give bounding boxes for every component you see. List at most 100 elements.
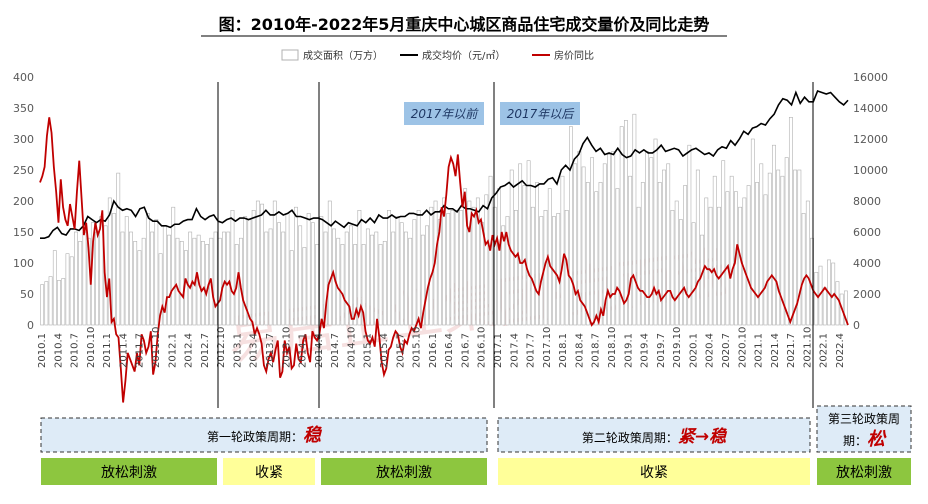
area-bar [454,210,459,326]
area-bar [721,160,726,326]
x-tick-label: 2020.10 [737,327,748,368]
area-bar [767,172,772,326]
area-bar [116,172,121,326]
area-bar [750,138,755,326]
legend: 成交面积（万方） 成交均价（元/㎡） 房价同比 [281,49,594,62]
chart-title: 图：2010年-2022年5月重庆中心城区商品住宅成交量价及同比走势 [219,15,710,34]
x-tick-label: 2012.7 [200,333,211,368]
area-bar [120,231,125,326]
area-bar [497,188,501,326]
area-bar [310,222,315,326]
x-tick-label: 2019.7 [656,333,667,368]
x-axis: 2010.1 2010.4 2010.7 2010.10 2011.1 2011.4 201… [37,327,846,368]
area-bar [179,241,184,326]
cycle1-text: 第一轮政策周期：稳 [207,425,323,446]
area-bar [391,231,396,326]
area-bar [294,206,298,326]
area-bar [607,154,611,326]
area-bar [446,213,451,326]
area-bar [374,231,379,326]
x-tick-label: 2019.4 [640,333,651,368]
x-tick-label: 2018.10 [607,327,618,368]
area-bar [154,219,159,326]
area-bar [463,188,468,326]
x-tick-label: 2010.7 [70,333,81,368]
area-bar [429,206,434,326]
area-bar [69,256,74,326]
area-bar [251,210,256,326]
area-bar [382,241,387,326]
area-bars [40,113,848,326]
area-bar [636,206,641,326]
area-bar [459,210,463,326]
area-bar [695,169,700,326]
area-bar [40,284,45,326]
area-bar [65,253,70,326]
x-tick-label: 2012.1 [167,333,178,368]
x-tick-label: 2018.4 [574,333,585,368]
x-tick-label: 2016.7 [460,333,471,368]
area-bar [780,175,785,326]
x-tick-label: 2014.10 [346,327,357,368]
area-bar [704,197,709,326]
area-bar [306,213,311,326]
phase-4 [498,458,810,485]
area-bar [222,231,226,326]
x-tick-label: 2020.7 [721,333,732,368]
area-bar [590,157,594,326]
area-bar [492,206,497,326]
area-bar [535,182,539,326]
legend-label-area: 成交面积（万方） [303,49,383,62]
area-bar [822,287,827,326]
area-bar [112,213,116,326]
x-tick-label: 2020.1 [688,333,699,368]
x-tick-label: 2014.7 [330,333,341,368]
area-bar [683,185,688,326]
area-bar [717,206,721,326]
area-bar [729,175,734,326]
area-bar [738,206,743,326]
area-bar [78,241,83,326]
period-dividers [217,82,814,408]
x-tick-label: 2011.1 [102,333,113,368]
right-tick-label: 14000 [853,102,888,115]
x-tick-label: 2017.1 [493,333,504,368]
area-bar [763,194,768,326]
annotation-after-2017 [500,102,580,125]
x-tick-label: 2017.7 [526,333,537,368]
area-bar [649,157,654,326]
right-axis: 0 2000 4000 6000 8000 10000 12000 14000 16000 [853,71,888,332]
area-bar [408,237,413,326]
x-tick-label: 2022.4 [835,333,846,368]
phase-5 [817,458,911,485]
area-bar [530,206,535,326]
x-tick-label: 2015.7 [395,333,406,368]
cycle3-word: 松 [867,429,887,450]
phase-5-label: 放松刺激 [836,464,892,481]
x-tick-label: 2013.10 [281,327,292,368]
x-tick-label: 2011.10 [151,327,162,368]
area-bar [260,203,265,326]
left-tick-label: 200 [13,195,34,208]
legend-swatch-area [281,49,299,61]
area-bar [416,210,421,326]
area-bar [61,278,66,326]
right-tick-label: 8000 [853,195,881,208]
area-bar [691,222,696,326]
area-bar [712,175,717,326]
area-bar [268,228,273,326]
area-bar [835,281,840,326]
right-tick-label: 10000 [853,164,888,177]
area-bar [700,234,704,326]
cycle3-line1: 第三轮政策周 [828,412,900,426]
area-bar [797,169,802,326]
area-bar [843,290,848,326]
x-tick-label: 2022.1 [819,333,830,368]
annotation-before-2017-text: 2017年以前 [411,107,480,121]
area-bar [404,231,408,326]
area-bar [450,210,455,326]
cycle1-word: 稳 [303,425,323,446]
area-bar [52,250,57,326]
area-bar [442,197,446,326]
